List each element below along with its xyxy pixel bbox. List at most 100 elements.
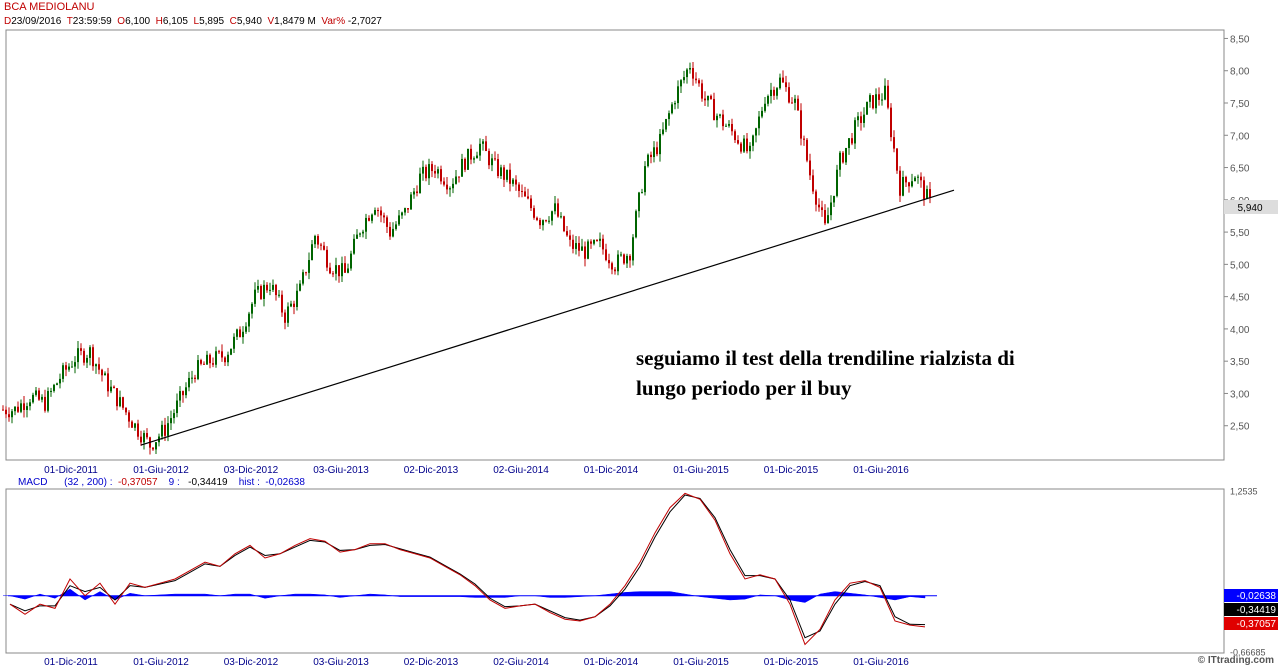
candle-body (464, 158, 466, 170)
macd-x-tick-label: 01-Dic-2011 (44, 657, 98, 668)
candle-body (125, 407, 127, 413)
candle-body (854, 120, 856, 144)
candle-body (164, 424, 166, 436)
candle-body (884, 85, 886, 100)
candle-body (815, 191, 817, 205)
candle-body (137, 423, 139, 437)
candle-body (866, 101, 868, 115)
candle-body (659, 133, 661, 155)
candle-body (584, 246, 586, 259)
candle-body (176, 400, 178, 414)
high-label: H (155, 16, 163, 27)
open-value: 6,100 (125, 16, 151, 27)
candle-body (566, 231, 568, 236)
candle-body (5, 409, 7, 415)
candle-body (23, 403, 25, 410)
candle-body (401, 212, 403, 216)
candle-body (104, 373, 106, 376)
candle-body (359, 233, 361, 235)
candle-body (344, 263, 346, 273)
candle-body (683, 77, 685, 81)
candle-body (470, 148, 472, 160)
candle-body (56, 383, 58, 385)
candle-body (593, 240, 595, 244)
candle-body (668, 113, 670, 120)
candle-body (143, 433, 145, 443)
candle-body (914, 177, 916, 182)
candle-body (20, 403, 22, 412)
candle-body (575, 243, 577, 249)
price-y-tick-label: 4,50 (1230, 293, 1250, 304)
candle-body (416, 191, 418, 194)
candle-body (686, 69, 688, 78)
candle-body (182, 391, 184, 396)
candle-body (791, 102, 793, 104)
low-label: L (193, 16, 200, 27)
quote-bar: D23/09/2016 T23:59:59 O6,100 H6,105 L5,8… (4, 16, 382, 27)
candle-body (461, 158, 463, 177)
candle-body (335, 265, 337, 274)
candle-body (623, 254, 625, 264)
candle-body (638, 192, 640, 212)
candle-body (473, 158, 475, 160)
candle-body (47, 391, 49, 411)
candle-body (155, 442, 157, 450)
price-x-tick-label: 02-Dic-2013 (404, 465, 459, 476)
candle-body (74, 362, 76, 367)
candle-body (53, 384, 55, 391)
last-price-text: 5,940 (1237, 203, 1262, 214)
candle-body (530, 198, 532, 209)
candle-body (602, 238, 604, 250)
candle-body (17, 406, 19, 412)
candle-body (323, 245, 325, 250)
candle-body (89, 347, 91, 358)
candle-body (260, 285, 262, 299)
candle-body (302, 272, 304, 284)
candle-body (830, 202, 832, 216)
candle-body (353, 238, 355, 254)
candle-body (671, 104, 673, 114)
hist-badge (1224, 589, 1278, 602)
candle-body (212, 363, 214, 365)
candle-body (620, 254, 622, 256)
candle-body (98, 364, 100, 370)
macd-x-tick-label: 03-Giu-2013 (313, 657, 369, 668)
candle-body (740, 143, 742, 152)
close-label: C (229, 16, 237, 27)
candle-body (647, 154, 649, 167)
candle-body (224, 357, 226, 363)
candle-body (32, 394, 34, 403)
candle-body (512, 179, 514, 184)
candle-body (215, 351, 217, 365)
candle-body (65, 365, 67, 370)
candle-body (479, 143, 481, 156)
annotation-line-2: lungo periodo per il buy (636, 376, 852, 400)
price-y-tick-label: 4,00 (1230, 325, 1250, 336)
date-value: 23/09/2016 (11, 16, 62, 27)
candle-body (386, 217, 388, 227)
signal-badge (1224, 603, 1278, 616)
candle-body (383, 215, 385, 218)
candle-body (206, 354, 208, 365)
price-x-tick-label: 03-Giu-2013 (313, 465, 369, 476)
candle-body (749, 145, 751, 152)
candle-body (779, 77, 781, 89)
candle-body (167, 423, 169, 436)
price-x-tick-label: 01-Dic-2014 (584, 465, 639, 476)
candle-body (140, 436, 142, 443)
price-x-tick-label: 01-Giu-2016 (853, 465, 909, 476)
candle-body (179, 391, 181, 401)
time-value: 23:59:59 (72, 16, 112, 27)
candle-body (629, 255, 631, 261)
candle-body (71, 366, 73, 368)
candle-body (545, 220, 547, 222)
candle-body (695, 78, 697, 81)
candle-body (275, 284, 277, 296)
candle-body (26, 406, 28, 410)
candle-body (554, 203, 556, 212)
candle-body (773, 89, 775, 96)
price-y-tick-label: 7,50 (1230, 99, 1250, 110)
candle-body (170, 418, 172, 424)
candle-body (281, 294, 283, 313)
candle-body (320, 244, 322, 246)
